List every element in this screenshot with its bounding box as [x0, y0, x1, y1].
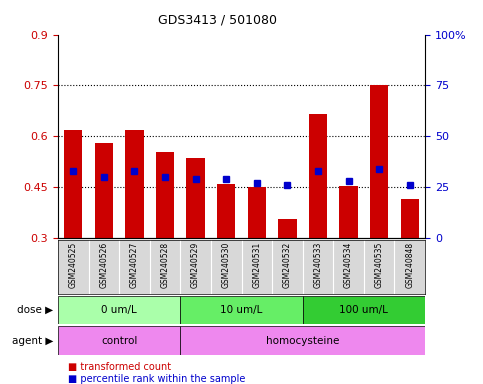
Bar [278, 219, 297, 238]
Bar [217, 184, 235, 238]
Text: GSM240532: GSM240532 [283, 242, 292, 288]
Text: GSM240531: GSM240531 [252, 242, 261, 288]
Text: GSM240525: GSM240525 [69, 242, 78, 288]
Bar [156, 152, 174, 238]
Text: dose ▶: dose ▶ [17, 305, 53, 315]
Bar [400, 199, 419, 238]
Text: ■ percentile rank within the sample: ■ percentile rank within the sample [68, 374, 245, 384]
Bar [370, 86, 388, 238]
Text: 0 um/L: 0 um/L [101, 305, 137, 315]
Bar [180, 326, 425, 355]
Bar [180, 296, 303, 324]
Text: ■ transformed count: ■ transformed count [68, 362, 171, 372]
Text: GDS3413 / 501080: GDS3413 / 501080 [158, 13, 277, 26]
Text: GSM240528: GSM240528 [160, 242, 170, 288]
Text: control: control [101, 336, 137, 346]
Text: GSM240533: GSM240533 [313, 242, 323, 288]
Bar [64, 129, 83, 238]
Text: 10 um/L: 10 um/L [220, 305, 263, 315]
Text: GSM240535: GSM240535 [375, 242, 384, 288]
Bar [303, 296, 425, 324]
Bar [58, 296, 180, 324]
Text: GSM240527: GSM240527 [130, 242, 139, 288]
Bar [248, 187, 266, 238]
Bar [186, 158, 205, 238]
Text: agent ▶: agent ▶ [12, 336, 53, 346]
Bar [309, 114, 327, 238]
Text: GSM240848: GSM240848 [405, 242, 414, 288]
Text: homocysteine: homocysteine [266, 336, 340, 346]
Text: GSM240534: GSM240534 [344, 242, 353, 288]
Text: 100 um/L: 100 um/L [340, 305, 388, 315]
Bar [95, 143, 113, 238]
Bar [58, 326, 180, 355]
Text: GSM240530: GSM240530 [222, 242, 231, 288]
Text: GSM240529: GSM240529 [191, 242, 200, 288]
Text: GSM240526: GSM240526 [99, 242, 108, 288]
Bar [340, 185, 358, 238]
Bar [125, 129, 143, 238]
